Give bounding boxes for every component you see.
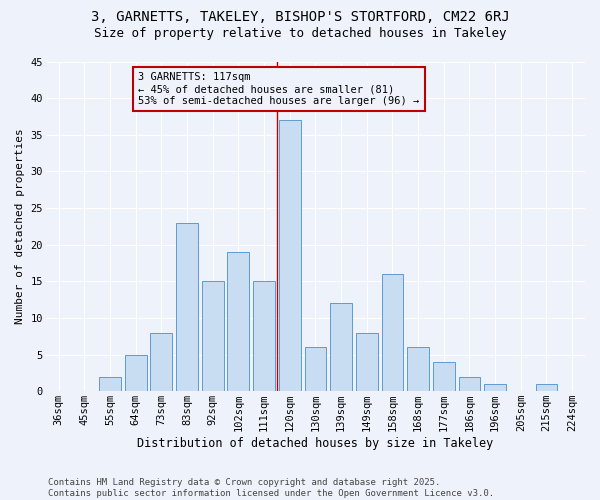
Text: 3, GARNETTS, TAKELEY, BISHOP'S STORTFORD, CM22 6RJ: 3, GARNETTS, TAKELEY, BISHOP'S STORTFORD… bbox=[91, 10, 509, 24]
Bar bbox=[305, 347, 326, 391]
Text: 3 GARNETTS: 117sqm
← 45% of detached houses are smaller (81)
53% of semi-detache: 3 GARNETTS: 117sqm ← 45% of detached hou… bbox=[138, 72, 419, 106]
Bar bbox=[279, 120, 301, 391]
Bar bbox=[484, 384, 506, 391]
Bar bbox=[227, 252, 250, 391]
Bar bbox=[330, 304, 352, 391]
Bar bbox=[382, 274, 403, 391]
X-axis label: Distribution of detached houses by size in Takeley: Distribution of detached houses by size … bbox=[137, 437, 494, 450]
Bar bbox=[253, 282, 275, 391]
Bar bbox=[125, 354, 146, 391]
Bar bbox=[151, 332, 172, 391]
Bar bbox=[458, 376, 481, 391]
Text: Contains HM Land Registry data © Crown copyright and database right 2025.
Contai: Contains HM Land Registry data © Crown c… bbox=[48, 478, 494, 498]
Bar bbox=[202, 282, 224, 391]
Bar bbox=[356, 332, 377, 391]
Text: Size of property relative to detached houses in Takeley: Size of property relative to detached ho… bbox=[94, 28, 506, 40]
Bar bbox=[99, 376, 121, 391]
Bar bbox=[433, 362, 455, 391]
Bar bbox=[176, 222, 198, 391]
Bar bbox=[536, 384, 557, 391]
Y-axis label: Number of detached properties: Number of detached properties bbox=[15, 128, 25, 324]
Bar bbox=[407, 347, 429, 391]
